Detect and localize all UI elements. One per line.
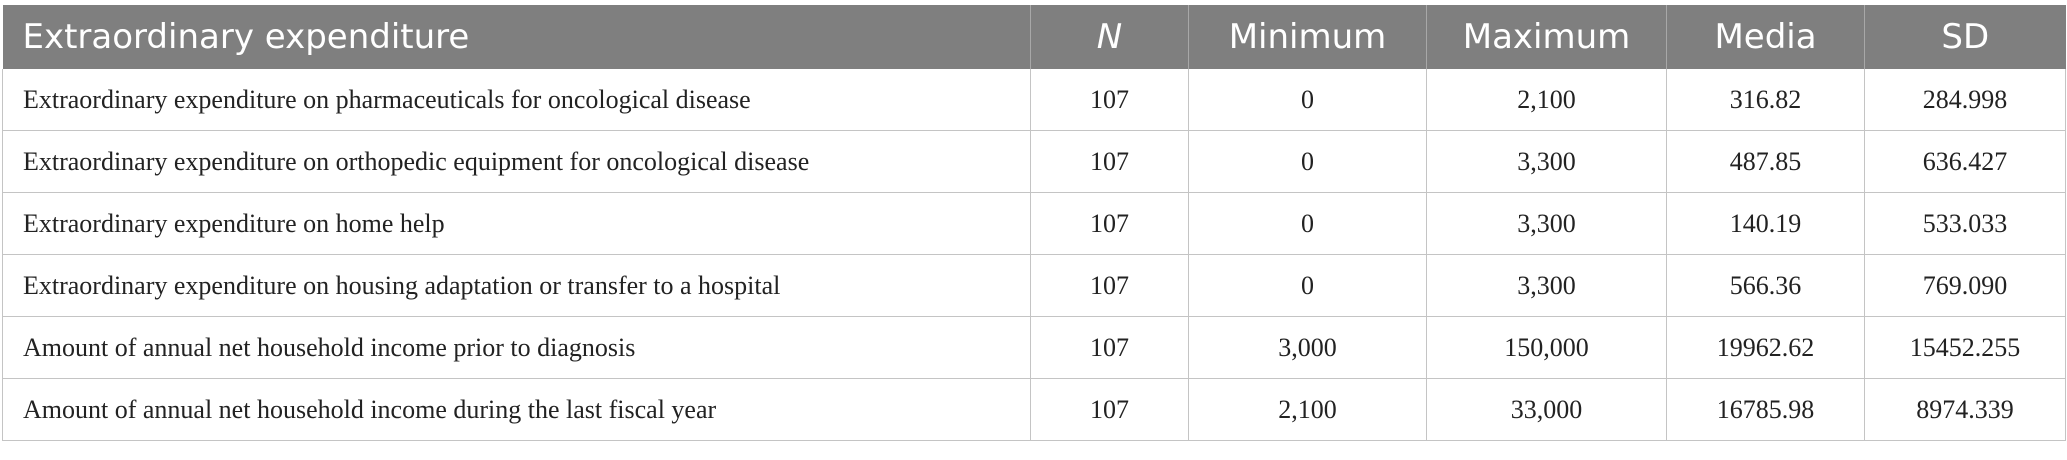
table-row: Extraordinary expenditure on orthopedic … bbox=[2, 130, 2066, 193]
cell-n: 107 bbox=[1030, 316, 1189, 379]
table-row: Extraordinary expenditure on pharmaceuti… bbox=[2, 69, 2066, 131]
cell-minimum: 3,000 bbox=[1188, 316, 1427, 379]
row-label: Extraordinary expenditure on orthopedic … bbox=[2, 130, 1031, 193]
cell-maximum: 3,300 bbox=[1426, 130, 1667, 193]
cell-n: 107 bbox=[1030, 254, 1189, 317]
cell-sd: 8974.339 bbox=[1864, 378, 2066, 441]
table-header: Extraordinary expenditure N Minimum Maxi… bbox=[2, 5, 2066, 69]
table-row: Extraordinary expenditure on housing ada… bbox=[2, 254, 2066, 317]
cell-media: 19962.62 bbox=[1666, 316, 1865, 379]
header-row: Extraordinary expenditure N Minimum Maxi… bbox=[2, 5, 2066, 69]
cell-minimum: 0 bbox=[1188, 254, 1427, 317]
cell-sd: 284.998 bbox=[1864, 69, 2066, 131]
row-label: Extraordinary expenditure on housing ada… bbox=[2, 254, 1031, 317]
header-n: N bbox=[1030, 5, 1189, 69]
cell-sd: 533.033 bbox=[1864, 192, 2066, 255]
header-media: Media bbox=[1666, 5, 1865, 69]
table-body: Extraordinary expenditure on pharmaceuti… bbox=[2, 69, 2066, 441]
cell-n: 107 bbox=[1030, 378, 1189, 441]
cell-maximum: 150,000 bbox=[1426, 316, 1667, 379]
cell-maximum: 33,000 bbox=[1426, 378, 1667, 441]
cell-maximum: 3,300 bbox=[1426, 254, 1667, 317]
cell-maximum: 2,100 bbox=[1426, 69, 1667, 131]
header-minimum: Minimum bbox=[1188, 5, 1427, 69]
table-row: Extraordinary expenditure on home help 1… bbox=[2, 192, 2066, 255]
header-maximum: Maximum bbox=[1426, 5, 1667, 69]
cell-media: 16785.98 bbox=[1666, 378, 1865, 441]
table-row: Amount of annual net household income du… bbox=[2, 378, 2066, 441]
cell-sd: 636.427 bbox=[1864, 130, 2066, 193]
row-label: Extraordinary expenditure on home help bbox=[2, 192, 1031, 255]
cell-media: 566.36 bbox=[1666, 254, 1865, 317]
cell-sd: 15452.255 bbox=[1864, 316, 2066, 379]
table-row: Amount of annual net household income pr… bbox=[2, 316, 2066, 379]
cell-minimum: 0 bbox=[1188, 69, 1427, 131]
cell-minimum: 0 bbox=[1188, 192, 1427, 255]
cell-n: 107 bbox=[1030, 69, 1189, 131]
row-label: Extraordinary expenditure on pharmaceuti… bbox=[2, 69, 1031, 131]
expenditure-table-container: Extraordinary expenditure N Minimum Maxi… bbox=[2, 5, 2066, 441]
cell-media: 316.82 bbox=[1666, 69, 1865, 131]
expenditure-table: Extraordinary expenditure N Minimum Maxi… bbox=[2, 5, 2066, 441]
cell-maximum: 3,300 bbox=[1426, 192, 1667, 255]
cell-sd: 769.090 bbox=[1864, 254, 2066, 317]
row-label: Amount of annual net household income pr… bbox=[2, 316, 1031, 379]
row-label: Amount of annual net household income du… bbox=[2, 378, 1031, 441]
cell-media: 487.85 bbox=[1666, 130, 1865, 193]
cell-n: 107 bbox=[1030, 130, 1189, 193]
cell-minimum: 0 bbox=[1188, 130, 1427, 193]
header-extraordinary-expenditure: Extraordinary expenditure bbox=[2, 5, 1031, 69]
cell-n: 107 bbox=[1030, 192, 1189, 255]
cell-minimum: 2,100 bbox=[1188, 378, 1427, 441]
cell-media: 140.19 bbox=[1666, 192, 1865, 255]
header-sd: SD bbox=[1864, 5, 2066, 69]
